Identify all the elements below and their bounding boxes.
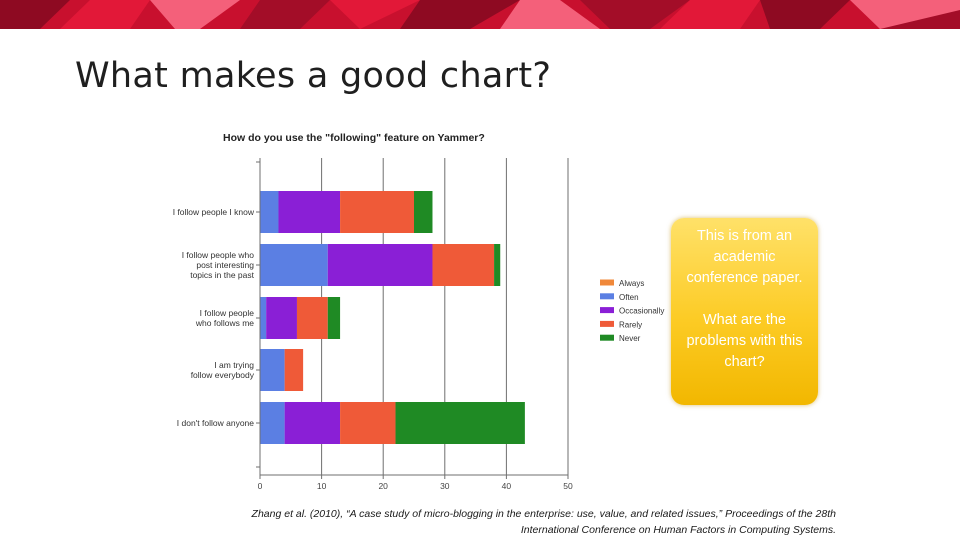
legend: Always Often Occasionally Rarely Never bbox=[600, 279, 664, 343]
slide-title: What makes a good chart? bbox=[75, 56, 552, 96]
x-tick-labels: 0 10 20 30 40 50 bbox=[258, 481, 573, 491]
legend-swatch bbox=[600, 334, 614, 341]
bar-segment bbox=[327, 297, 341, 339]
category-label: topics in the past bbox=[190, 270, 254, 280]
citation-line-2: International Conference on Human Factor… bbox=[520, 524, 836, 536]
bars bbox=[260, 191, 525, 444]
category-label: I follow people bbox=[200, 308, 255, 318]
x-tick-label: 30 bbox=[440, 481, 450, 491]
legend-label: Occasionally bbox=[619, 307, 664, 316]
header-banner bbox=[0, 0, 960, 29]
bar-segment bbox=[296, 297, 328, 339]
bar-segment bbox=[395, 402, 525, 444]
callout-box: This is from an academic conference pape… bbox=[671, 218, 818, 405]
bar-segment bbox=[266, 297, 297, 339]
bar-segment bbox=[260, 244, 328, 286]
category-label: follow everybody bbox=[191, 370, 255, 380]
category-label: post interesting bbox=[196, 260, 254, 270]
legend-label: Often bbox=[619, 293, 639, 302]
bar-segment bbox=[260, 191, 279, 233]
bar-segment bbox=[432, 244, 495, 286]
x-tick-label: 40 bbox=[502, 481, 512, 491]
bar-segment bbox=[340, 191, 414, 233]
category-label: I don't follow anyone bbox=[177, 418, 255, 428]
citation: Zhang et al. (2010), “A case study of mi… bbox=[200, 506, 836, 538]
bar-segment bbox=[278, 191, 341, 233]
legend-label: Never bbox=[619, 334, 641, 343]
bar-segment bbox=[494, 244, 501, 286]
bar-segment bbox=[284, 402, 341, 444]
bar-segment bbox=[327, 244, 433, 286]
x-tick-label: 10 bbox=[317, 481, 327, 491]
category-label: I am trying bbox=[214, 360, 254, 370]
bar-segment bbox=[260, 402, 285, 444]
axes bbox=[256, 158, 569, 479]
category-labels: I follow people I know I follow people wh… bbox=[173, 207, 255, 428]
x-tick-label: 20 bbox=[378, 481, 388, 491]
chart-title: How do you use the "following" feature o… bbox=[223, 132, 485, 144]
legend-swatch bbox=[600, 279, 614, 286]
legend-label: Always bbox=[619, 279, 644, 288]
legend-label: Rarely bbox=[619, 320, 642, 329]
legend-swatch bbox=[600, 293, 614, 300]
category-label: who follows me bbox=[195, 318, 254, 328]
bar-segment bbox=[414, 191, 433, 233]
x-tick-label: 0 bbox=[258, 481, 263, 491]
callout-text-source: This is from an academic conference pape… bbox=[686, 228, 803, 286]
bar-segment bbox=[284, 349, 304, 391]
category-label: I follow people I know bbox=[173, 207, 255, 217]
legend-swatch bbox=[600, 307, 614, 314]
bar-segment bbox=[260, 297, 267, 339]
bar-segment bbox=[260, 349, 285, 391]
legend-swatch bbox=[600, 320, 614, 327]
citation-line-1: Zhang et al. (2010), “A case study of mi… bbox=[251, 508, 836, 520]
callout-text-question: What are the problems with this chart? bbox=[686, 312, 803, 370]
category-label: I follow people who bbox=[182, 250, 255, 260]
x-tick-label: 50 bbox=[563, 481, 573, 491]
bar-segment bbox=[340, 402, 396, 444]
